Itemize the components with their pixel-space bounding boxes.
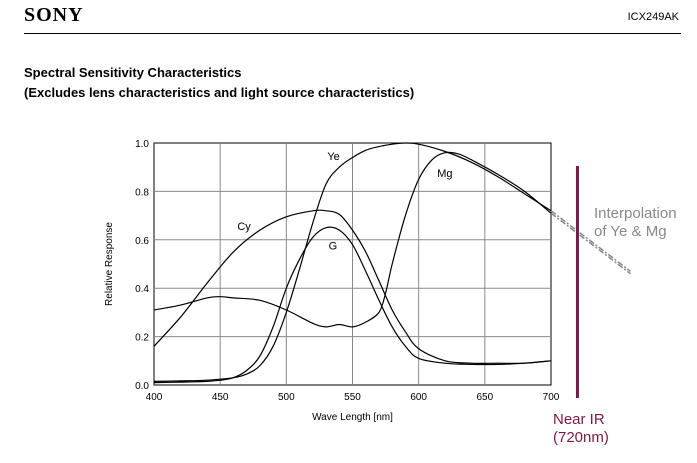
near-ir-label-line2: (720nm) bbox=[553, 429, 609, 446]
interpolation-lines bbox=[550, 210, 631, 275]
series-line-ye bbox=[153, 142, 552, 382]
y-axis-label: Relative Response bbox=[104, 222, 115, 306]
section-subtitle: (Excludes lens characteristics and light… bbox=[24, 85, 415, 100]
y-tick-label: 0.8 bbox=[135, 187, 149, 198]
interpolation-label-line2: of Ye & Mg bbox=[594, 223, 667, 240]
brand-logo: SONY bbox=[24, 4, 84, 26]
x-tick-label: 450 bbox=[212, 392, 229, 403]
tick-labels: 400 450 500 550 600 650 700 0.0 0.2 0.4 0.6 0.8 1.0 bbox=[135, 139, 560, 403]
y-tick-label: 0.0 bbox=[135, 381, 149, 392]
y-tick-label: 0.6 bbox=[135, 236, 149, 247]
grid-lines bbox=[154, 143, 551, 385]
x-axis-label: Wave Length [nm] bbox=[312, 412, 393, 423]
y-tick-label: 0.4 bbox=[135, 284, 149, 295]
series-line-mg bbox=[153, 151, 552, 328]
series-label-cy: Cy bbox=[237, 221, 251, 233]
series-line-g bbox=[153, 226, 552, 384]
section-title: Spectral Sensitivity Characteristics bbox=[24, 65, 242, 80]
interpolation-line-1 bbox=[550, 210, 631, 272]
series-lines bbox=[153, 142, 552, 384]
interpolation-label-line1: Interpolation bbox=[594, 205, 677, 222]
x-tick-label: 400 bbox=[146, 392, 163, 403]
y-tick-label: 1.0 bbox=[135, 139, 149, 150]
x-tick-label: 650 bbox=[476, 392, 493, 403]
series-label-g: G bbox=[329, 240, 338, 252]
near-ir-label-line1: Near IR bbox=[553, 411, 605, 428]
interpolation-line-2 bbox=[550, 212, 631, 275]
part-number: ICX249AK bbox=[627, 11, 679, 23]
x-tick-label: 700 bbox=[543, 392, 560, 403]
series-label-mg: Mg bbox=[437, 168, 452, 180]
series-label-ye: Ye bbox=[327, 151, 339, 163]
header-rule bbox=[24, 33, 681, 34]
x-tick-label: 500 bbox=[278, 392, 295, 403]
x-tick-label: 550 bbox=[344, 392, 361, 403]
series-line-cy bbox=[153, 209, 552, 364]
x-tick-label: 600 bbox=[410, 392, 427, 403]
y-tick-label: 0.2 bbox=[135, 333, 149, 344]
